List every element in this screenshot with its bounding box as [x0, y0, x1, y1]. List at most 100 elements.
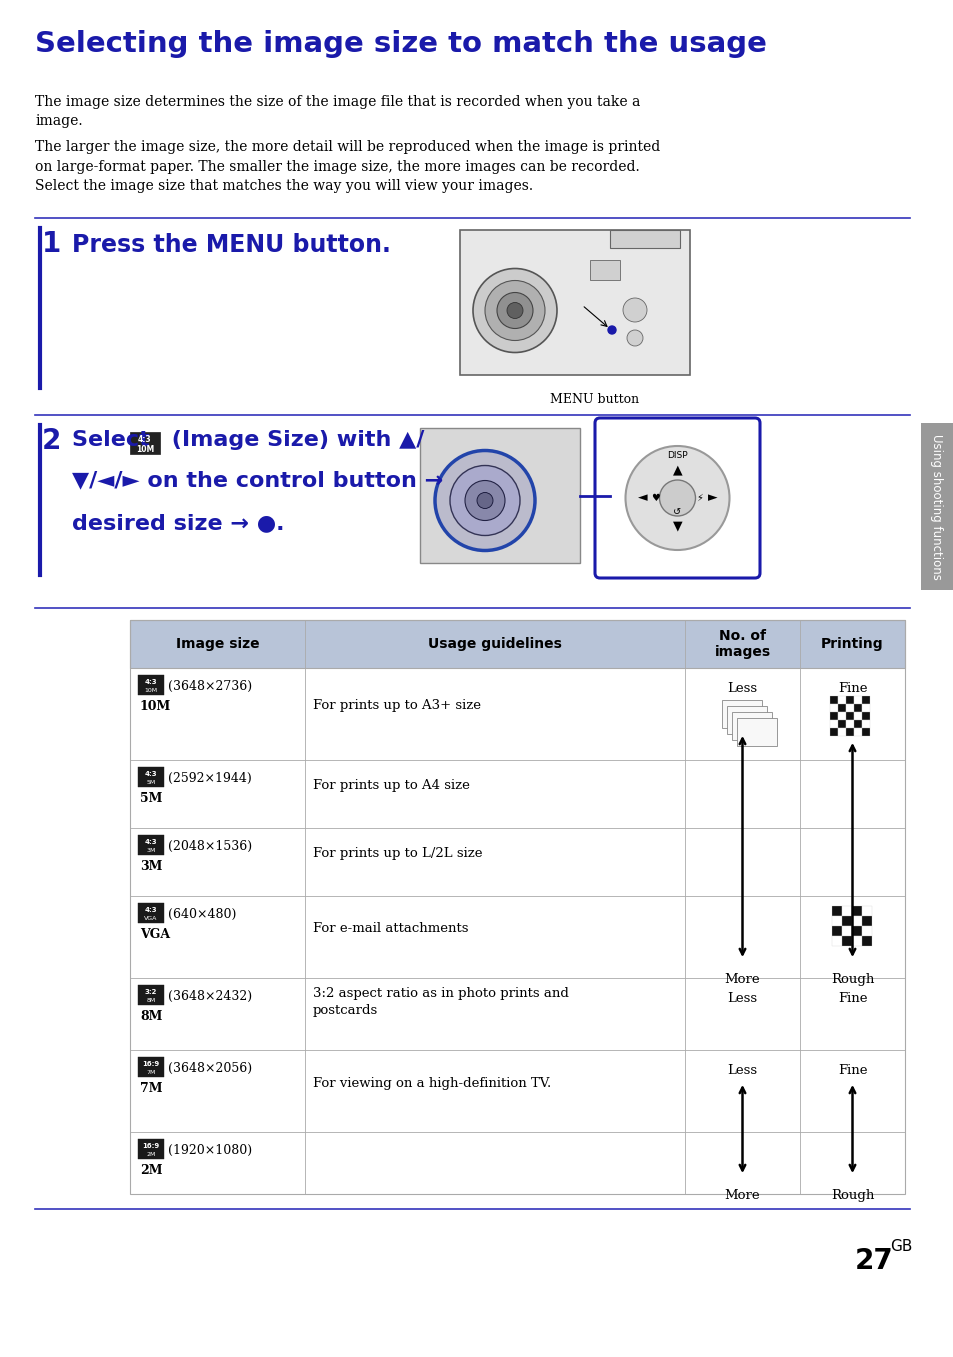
- Text: Fine: Fine: [837, 992, 866, 1006]
- Text: Rough: Rough: [830, 973, 873, 987]
- Bar: [838, 696, 845, 704]
- Bar: [852, 916, 862, 925]
- Text: For prints up to A3+ size: For prints up to A3+ size: [313, 699, 480, 712]
- Text: 2M: 2M: [146, 1152, 155, 1156]
- Text: The image size determines the size of the image file that is recorded when you t: The image size determines the size of th…: [35, 95, 639, 129]
- Bar: [845, 727, 854, 735]
- Circle shape: [506, 303, 522, 319]
- Bar: [138, 1139, 164, 1159]
- Bar: [852, 925, 862, 936]
- Bar: [138, 902, 164, 923]
- Text: 3M: 3M: [140, 860, 162, 873]
- Bar: [854, 704, 862, 712]
- Bar: [841, 906, 852, 916]
- Bar: [862, 704, 869, 712]
- Bar: [830, 712, 838, 721]
- Bar: [830, 727, 838, 735]
- Circle shape: [497, 293, 533, 328]
- Bar: [838, 704, 845, 712]
- Bar: [862, 916, 872, 925]
- Text: For prints up to A4 size: For prints up to A4 size: [313, 779, 470, 792]
- Bar: [459, 229, 689, 375]
- Bar: [854, 696, 862, 704]
- Text: MENU button: MENU button: [550, 394, 639, 406]
- Bar: [845, 696, 854, 704]
- Text: 3:2 aspect ratio as in photo prints and
postcards: 3:2 aspect ratio as in photo prints and …: [313, 987, 568, 1016]
- Text: Select: Select: [71, 430, 157, 451]
- Bar: [419, 427, 579, 563]
- Text: (3648×2056): (3648×2056): [168, 1063, 252, 1075]
- Text: More: More: [724, 973, 760, 987]
- Circle shape: [435, 451, 535, 551]
- Text: (Image Size) with ▲/: (Image Size) with ▲/: [164, 430, 424, 451]
- Bar: [727, 706, 767, 734]
- Text: ►: ►: [707, 491, 717, 505]
- Bar: [862, 906, 872, 916]
- Bar: [862, 721, 869, 727]
- Text: desired size → ●.: desired size → ●.: [71, 513, 284, 533]
- Text: 7M: 7M: [146, 1069, 155, 1075]
- Text: For e-mail attachments: For e-mail attachments: [313, 923, 468, 935]
- Text: Image size: Image size: [175, 636, 259, 651]
- Text: Usage guidelines: Usage guidelines: [428, 636, 561, 651]
- Bar: [838, 721, 845, 727]
- Text: 5M: 5M: [146, 779, 155, 784]
- Text: Fine: Fine: [837, 683, 866, 695]
- Bar: [138, 835, 164, 855]
- Text: 10M: 10M: [144, 688, 157, 692]
- Text: (2048×1536): (2048×1536): [168, 840, 252, 854]
- Text: 16:9: 16:9: [142, 1061, 159, 1067]
- Bar: [854, 721, 862, 727]
- Text: Rough: Rough: [830, 1189, 873, 1202]
- Bar: [721, 700, 761, 727]
- Bar: [138, 767, 164, 787]
- Bar: [830, 704, 838, 712]
- Text: 5M: 5M: [140, 792, 162, 805]
- Text: ▲: ▲: [672, 464, 681, 476]
- Text: (3648×2736): (3648×2736): [168, 680, 252, 693]
- Bar: [737, 718, 777, 746]
- Circle shape: [607, 326, 616, 334]
- Text: DISP: DISP: [666, 452, 687, 460]
- Text: Less: Less: [727, 683, 757, 695]
- Text: Fine: Fine: [837, 1064, 866, 1077]
- Circle shape: [626, 330, 642, 346]
- Text: 4:3: 4:3: [145, 771, 157, 778]
- Text: 16:9: 16:9: [142, 1143, 159, 1149]
- Text: More: More: [724, 1189, 760, 1202]
- Text: Less: Less: [727, 992, 757, 1006]
- FancyBboxPatch shape: [595, 418, 760, 578]
- Bar: [832, 916, 841, 925]
- Bar: [138, 674, 164, 695]
- Text: Printing: Printing: [821, 636, 882, 651]
- Bar: [841, 925, 852, 936]
- Bar: [589, 261, 619, 280]
- Bar: [841, 916, 852, 925]
- Bar: [138, 1057, 164, 1077]
- Bar: [832, 936, 841, 946]
- Bar: [732, 712, 772, 740]
- Bar: [830, 721, 838, 727]
- Bar: [609, 229, 679, 248]
- Text: For viewing on a high-definition TV.: For viewing on a high-definition TV.: [313, 1076, 551, 1090]
- Text: (640×480): (640×480): [168, 908, 236, 921]
- Text: For prints up to L/2L size: For prints up to L/2L size: [313, 848, 482, 860]
- Bar: [130, 620, 904, 668]
- Bar: [845, 704, 854, 712]
- Text: 3M: 3M: [146, 848, 155, 852]
- Text: 4:3: 4:3: [145, 678, 157, 685]
- Text: The larger the image size, the more detail will be reproduced when the image is : The larger the image size, the more deta…: [35, 140, 659, 193]
- Text: 10M: 10M: [140, 700, 172, 712]
- Text: 1: 1: [42, 229, 61, 258]
- Bar: [854, 727, 862, 735]
- Circle shape: [625, 446, 729, 550]
- Text: ▼/◄/► on the control button →: ▼/◄/► on the control button →: [71, 470, 443, 490]
- Text: 4:3: 4:3: [145, 839, 157, 845]
- Text: 2: 2: [42, 427, 61, 455]
- Bar: [830, 696, 838, 704]
- Bar: [130, 432, 160, 455]
- Text: 10M: 10M: [135, 445, 154, 453]
- Bar: [838, 727, 845, 735]
- Bar: [862, 936, 872, 946]
- Bar: [838, 712, 845, 721]
